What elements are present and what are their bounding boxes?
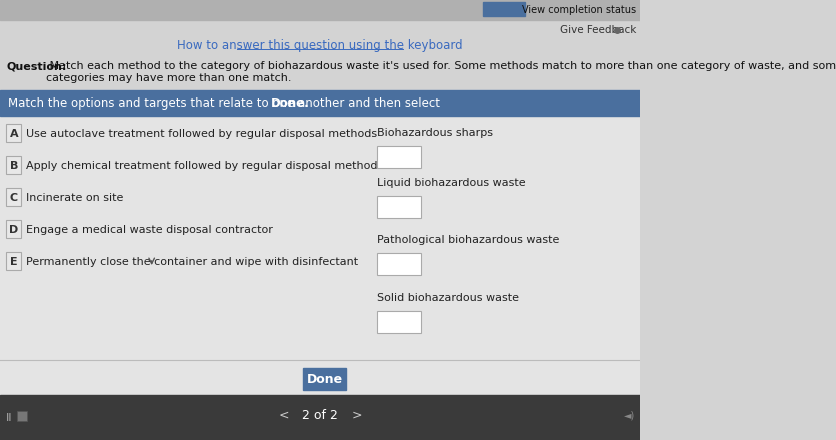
Text: Engage a medical waste disposal contractor: Engage a medical waste disposal contract… — [26, 225, 273, 235]
Text: II: II — [6, 413, 13, 423]
Text: >: > — [352, 408, 362, 422]
Text: 2 of 2: 2 of 2 — [303, 408, 338, 422]
Bar — [6, 188, 22, 206]
Bar — [0, 395, 640, 440]
Text: View completion status: View completion status — [522, 5, 636, 15]
Bar — [6, 156, 22, 174]
Text: Incinerate on site: Incinerate on site — [26, 193, 124, 203]
Text: E: E — [10, 257, 18, 267]
Text: How to answer this question using the keyboard: How to answer this question using the ke… — [177, 39, 463, 51]
Text: C: C — [10, 193, 18, 203]
Text: Solid biohazardous waste: Solid biohazardous waste — [377, 293, 519, 303]
Bar — [0, 0, 640, 20]
Text: D: D — [9, 225, 18, 235]
Text: Permanently close the container and wipe with disinfectant: Permanently close the container and wipe… — [26, 257, 358, 267]
Text: Match each method to the category of biohazardous waste it's used for. Some meth: Match each method to the category of bio… — [46, 61, 836, 83]
Text: Question:: Question: — [6, 61, 67, 71]
Text: <: < — [278, 408, 288, 422]
Text: Done.: Done. — [271, 96, 309, 110]
Text: Pathological biohazardous waste: Pathological biohazardous waste — [377, 235, 559, 245]
Bar — [377, 311, 421, 333]
Text: Give Feedback: Give Feedback — [560, 25, 636, 35]
Bar — [6, 252, 22, 270]
Text: Liquid biohazardous waste: Liquid biohazardous waste — [377, 178, 526, 188]
Bar — [6, 220, 22, 238]
Text: Match the options and targets that relate to one another and then select: Match the options and targets that relat… — [8, 96, 443, 110]
Text: Use autoclave treatment followed by regular disposal methods: Use autoclave treatment followed by regu… — [26, 129, 377, 139]
Text: Biohazardous sharps: Biohazardous sharps — [377, 128, 493, 138]
Text: Apply chemical treatment followed by regular disposal methods: Apply chemical treatment followed by reg… — [26, 161, 383, 171]
Text: ◄): ◄) — [624, 410, 635, 420]
Bar — [0, 90, 640, 395]
Text: B: B — [9, 161, 18, 171]
Bar — [17, 411, 27, 421]
Text: Done: Done — [307, 373, 343, 385]
Bar — [377, 253, 421, 275]
Bar — [6, 124, 22, 142]
Bar — [0, 90, 640, 116]
Text: A: A — [9, 129, 18, 139]
Bar — [377, 146, 421, 168]
Bar — [482, 2, 525, 16]
Bar — [303, 368, 346, 390]
Bar — [377, 196, 421, 218]
